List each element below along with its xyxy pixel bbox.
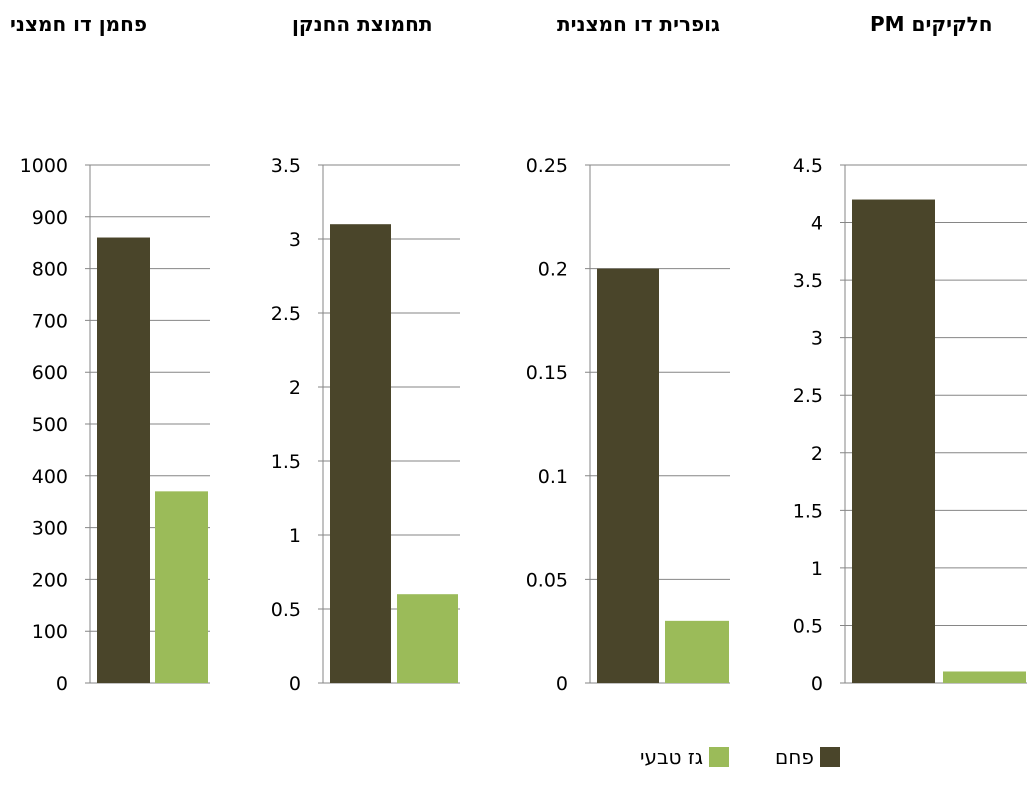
y-tick-label-pm-2: 1 — [811, 558, 823, 580]
y-tick-label-pm-9: 4.5 — [793, 155, 823, 177]
legend-swatch-gas — [709, 747, 730, 767]
y-tick-label-so2-4: 0.2 — [538, 259, 568, 281]
chart-title-co2: פחמן דו חמצני — [10, 12, 148, 36]
y-tick-label-pm-4: 2 — [811, 443, 823, 465]
y-tick-label-co2-5: 500 — [32, 414, 68, 436]
chart-title-pm: חלקיקים PM — [870, 12, 993, 36]
legend-label-gas: גז טבעי — [640, 745, 704, 769]
y-tick-label-co2-10: 1000 — [20, 155, 68, 177]
chart-title-so2: גופרית דו חמצנית — [557, 12, 720, 36]
y-tick-label-so2-0: 0 — [556, 673, 568, 695]
bar-pm-coal — [852, 199, 935, 684]
y-tick-label-co2-1: 100 — [32, 621, 68, 643]
y-tick-label-co2-0: 0 — [56, 673, 68, 695]
y-tick-label-pm-8: 4 — [811, 213, 823, 235]
y-tick-label-nox-7: 3.5 — [271, 155, 301, 177]
y-tick-label-so2-1: 0.05 — [526, 569, 568, 591]
y-tick-label-nox-3: 1.5 — [271, 451, 301, 473]
legend-swatch-coal — [819, 747, 840, 767]
y-tick-label-pm-3: 1.5 — [793, 500, 823, 522]
y-tick-label-co2-9: 900 — [32, 207, 68, 229]
legend-item-coal: פחם — [775, 745, 840, 769]
bar-pm-gas — [943, 671, 1026, 683]
bar-nox-coal — [330, 224, 391, 683]
y-tick-label-co2-4: 400 — [32, 466, 68, 488]
y-tick-label-co2-8: 800 — [32, 259, 68, 281]
chart-title-nox: תחמוצת החנקן — [292, 12, 433, 36]
y-tick-label-pm-6: 3 — [811, 328, 823, 350]
bar-so2-gas — [665, 620, 729, 683]
y-tick-label-pm-1: 0.5 — [793, 615, 823, 637]
y-tick-label-nox-0: 0 — [289, 673, 301, 695]
y-tick-label-co2-3: 300 — [32, 518, 68, 540]
y-tick-label-nox-2: 1 — [289, 525, 301, 547]
y-tick-label-nox-5: 2.5 — [271, 303, 301, 325]
legend: פחם גז טבעי — [640, 745, 840, 769]
y-tick-label-co2-6: 600 — [32, 362, 68, 384]
y-tick-label-nox-4: 2 — [289, 377, 301, 399]
bar-co2-coal — [97, 237, 150, 683]
y-tick-label-so2-2: 0.1 — [538, 466, 568, 488]
y-tick-label-pm-7: 3.5 — [793, 270, 823, 292]
y-tick-label-so2-5: 0.25 — [526, 155, 568, 177]
y-tick-label-nox-1: 0.5 — [271, 599, 301, 621]
legend-label-coal: פחם — [775, 745, 814, 769]
y-tick-label-co2-7: 700 — [32, 310, 68, 332]
legend-item-gas: גז טבעי — [640, 745, 730, 769]
bar-nox-gas — [397, 594, 458, 683]
bar-so2-coal — [597, 268, 659, 683]
y-tick-label-so2-3: 0.15 — [526, 362, 568, 384]
y-tick-label-pm-5: 2.5 — [793, 385, 823, 407]
bar-co2-gas — [155, 491, 208, 683]
y-tick-label-nox-6: 3 — [289, 229, 301, 251]
y-tick-label-pm-0: 0 — [811, 673, 823, 695]
y-tick-label-co2-2: 200 — [32, 569, 68, 591]
